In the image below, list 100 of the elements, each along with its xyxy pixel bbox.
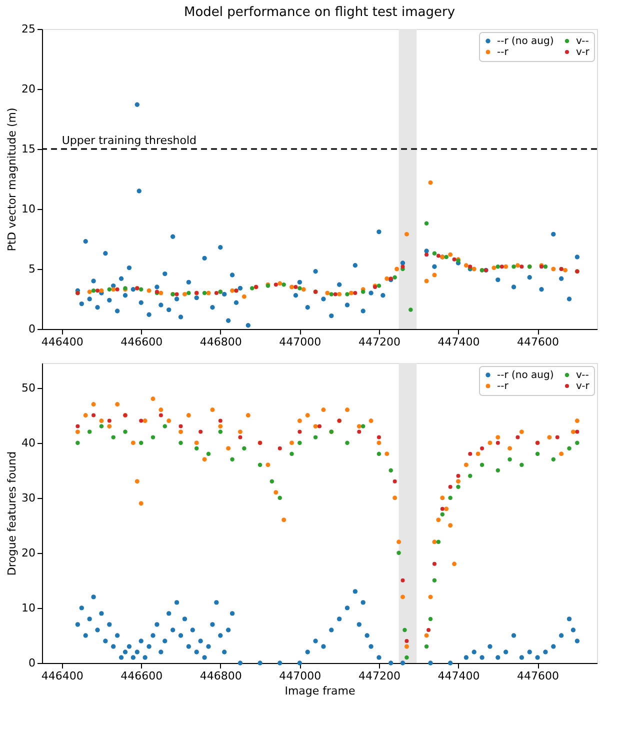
point xyxy=(96,288,100,293)
point xyxy=(178,440,183,445)
point xyxy=(325,290,330,296)
point xyxy=(516,435,520,440)
point xyxy=(107,287,112,292)
point xyxy=(400,264,405,269)
legend-label: v-r xyxy=(576,47,590,58)
point xyxy=(250,286,254,290)
y-tick-label: 25 xyxy=(22,22,36,36)
point xyxy=(298,430,302,434)
point xyxy=(182,292,187,296)
point xyxy=(456,484,460,489)
point xyxy=(313,435,318,440)
legend-label: --r xyxy=(497,47,510,58)
point xyxy=(440,506,444,511)
point xyxy=(432,562,436,566)
x-tick-label: 446400 xyxy=(41,670,84,682)
point xyxy=(318,424,322,428)
x-tick-label: 447400 xyxy=(438,336,480,348)
x-tick-label: 447600 xyxy=(517,670,560,682)
point xyxy=(99,288,104,293)
point xyxy=(468,452,472,456)
point xyxy=(174,292,179,296)
point xyxy=(150,435,156,440)
point xyxy=(520,462,524,467)
x-tick-label: 447000 xyxy=(279,336,322,348)
point xyxy=(448,484,452,489)
chart-title: Model performance on flight test imagery xyxy=(184,5,456,20)
point xyxy=(329,292,334,296)
point xyxy=(404,638,409,643)
point xyxy=(480,446,484,450)
point xyxy=(333,292,338,296)
point xyxy=(426,628,431,632)
point xyxy=(337,292,342,296)
point xyxy=(158,290,164,296)
x-tick-label: 446600 xyxy=(120,670,163,682)
point xyxy=(424,644,429,649)
point xyxy=(480,462,484,467)
x-tick-label: 447600 xyxy=(517,336,560,348)
legend-label: v-- xyxy=(576,36,590,47)
point xyxy=(408,308,413,312)
point xyxy=(298,440,302,445)
point xyxy=(472,266,476,272)
point xyxy=(500,264,504,269)
point xyxy=(404,232,409,236)
legend-label: v-r xyxy=(576,381,590,392)
point xyxy=(206,290,211,296)
point xyxy=(492,266,496,270)
point xyxy=(535,452,540,456)
point xyxy=(76,424,80,428)
point xyxy=(424,252,429,257)
y-tick-label: 30 xyxy=(22,491,36,504)
y-tick-label: 10 xyxy=(22,202,36,216)
point xyxy=(508,457,512,462)
point xyxy=(290,452,294,456)
point xyxy=(270,479,274,484)
point xyxy=(298,286,302,290)
point xyxy=(468,474,472,478)
point xyxy=(444,254,448,260)
point xyxy=(146,288,152,293)
point xyxy=(456,474,460,478)
point xyxy=(282,282,286,287)
point xyxy=(258,462,262,467)
y-tick-label: 50 xyxy=(22,381,36,394)
point xyxy=(158,413,163,418)
point xyxy=(448,496,452,500)
point xyxy=(214,291,218,295)
point xyxy=(274,282,278,287)
legend-label: --r (no aug) xyxy=(497,370,554,381)
x-tick-label: 447000 xyxy=(279,670,322,682)
point xyxy=(345,440,350,445)
point xyxy=(242,446,246,450)
point xyxy=(194,446,199,450)
point xyxy=(432,251,437,256)
point xyxy=(392,275,397,280)
point xyxy=(278,496,282,500)
point xyxy=(496,468,500,472)
point xyxy=(515,263,520,268)
point xyxy=(496,440,500,445)
point xyxy=(452,257,456,262)
point xyxy=(376,452,382,456)
x-tick-label: 447200 xyxy=(358,670,400,682)
point xyxy=(230,288,235,293)
x-tick-label: 446800 xyxy=(200,670,242,682)
point xyxy=(218,418,222,423)
point xyxy=(360,424,366,428)
point xyxy=(138,440,144,445)
point xyxy=(551,457,556,462)
point xyxy=(278,446,282,450)
point xyxy=(115,287,120,292)
point xyxy=(218,430,223,434)
point xyxy=(402,628,407,632)
point xyxy=(376,284,382,288)
point xyxy=(206,452,211,456)
x-axis-title: Image frame xyxy=(284,684,356,698)
point xyxy=(76,440,80,445)
point xyxy=(278,281,282,286)
y-axis-title: Drogue features found xyxy=(6,451,19,576)
point xyxy=(432,272,437,278)
y-tick-label: 15 xyxy=(22,142,36,156)
